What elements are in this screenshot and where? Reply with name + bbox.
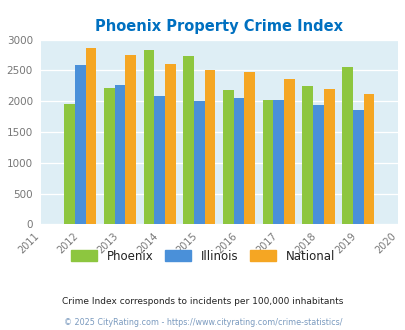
Bar (154, 96, 165, 224)
Bar (64, 104, 75, 224)
Legend: Phoenix, Illinois, National: Phoenix, Illinois, National (68, 246, 337, 266)
Bar (165, 64, 175, 224)
Bar (273, 100, 283, 224)
Bar (114, 84, 125, 224)
Text: © 2025 CityRating.com - https://www.cityrating.com/crime-statistics/: © 2025 CityRating.com - https://www.city… (64, 318, 341, 327)
Text: Crime Index corresponds to incidents per 100,000 inhabitants: Crime Index corresponds to incidents per… (62, 297, 343, 307)
Bar (323, 89, 334, 224)
Bar (194, 101, 204, 224)
Bar (222, 90, 233, 224)
Bar (244, 72, 254, 224)
Bar (312, 105, 323, 224)
Bar (341, 67, 352, 224)
Bar (85, 48, 96, 224)
Bar (183, 56, 194, 224)
Bar (104, 88, 114, 224)
Bar (143, 50, 154, 224)
Title: Phoenix Property Crime Index: Phoenix Property Crime Index (95, 19, 342, 34)
Bar (352, 110, 362, 224)
Bar (302, 86, 312, 224)
Bar (125, 55, 136, 224)
Bar (75, 65, 85, 224)
Bar (284, 79, 294, 224)
Bar (262, 100, 273, 224)
Bar (233, 97, 244, 224)
Bar (362, 94, 373, 224)
Bar (204, 70, 215, 224)
